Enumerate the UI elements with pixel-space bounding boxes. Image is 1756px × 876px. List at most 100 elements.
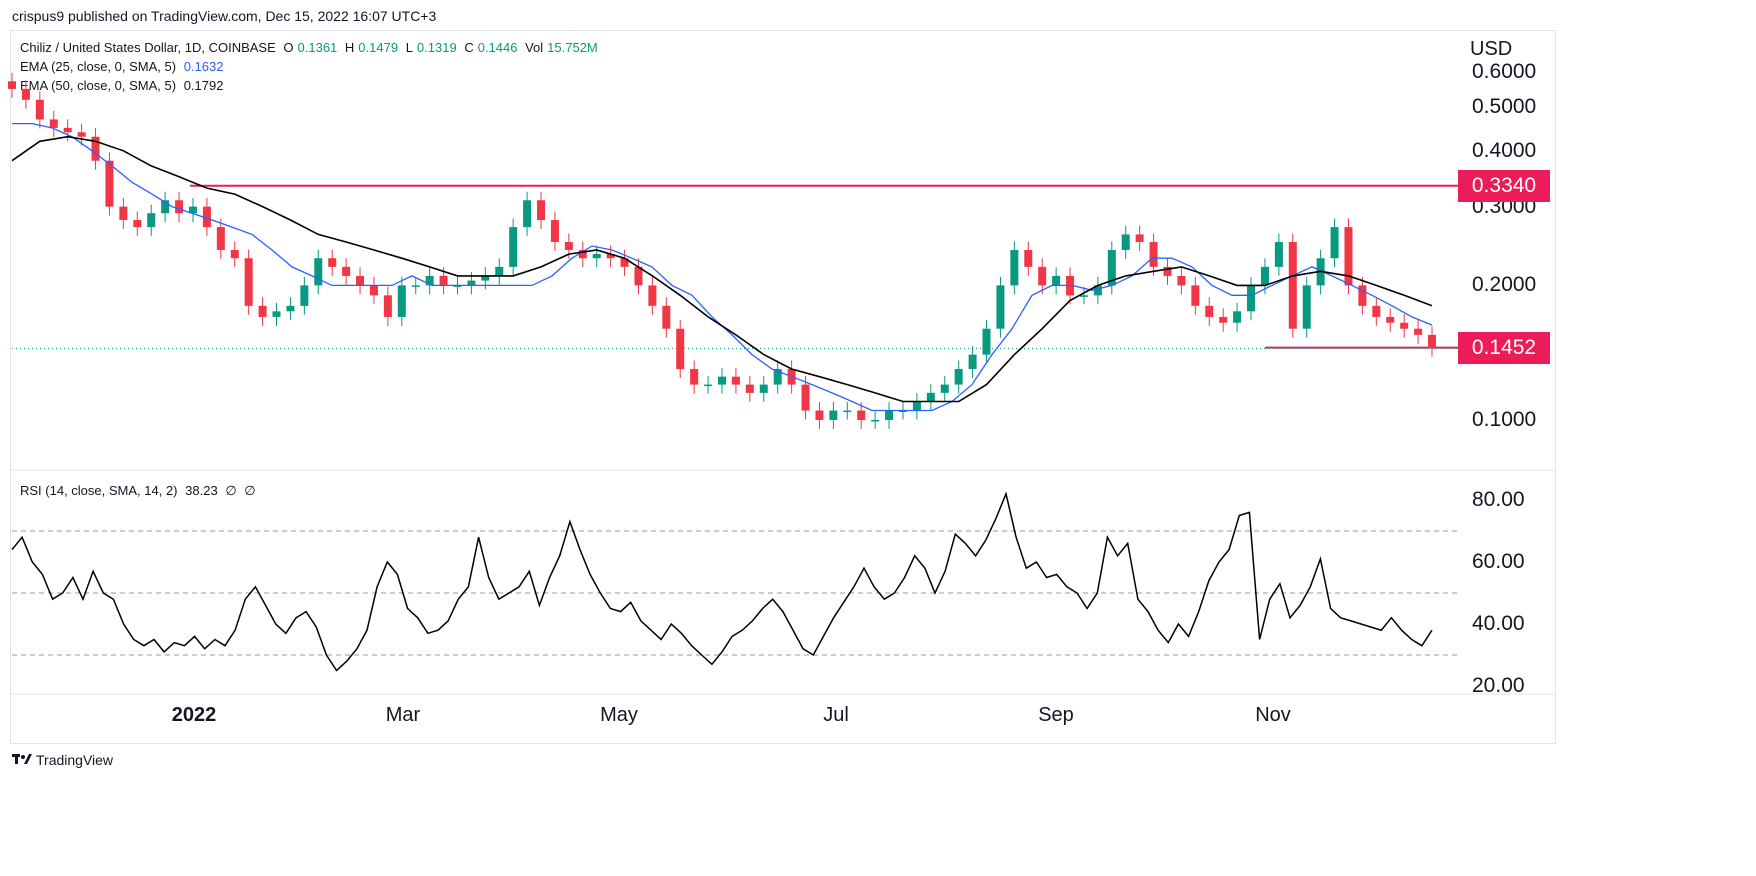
time-tick-label: Sep (1038, 704, 1074, 726)
brand: TradingView (12, 752, 113, 768)
close-label: C (464, 40, 474, 55)
candle-body (857, 410, 866, 420)
candle-body (1191, 285, 1200, 306)
ema25-label: EMA (25, close, 0, SMA, 5) (20, 59, 177, 74)
candle-body (1260, 266, 1269, 286)
candle-body (1233, 311, 1242, 323)
candle-body (801, 384, 810, 411)
currency-label: USD (1470, 38, 1513, 60)
candle-body (314, 258, 323, 286)
candle-body (356, 275, 365, 286)
candle-body (982, 328, 991, 355)
candle-body (467, 280, 476, 286)
candle-body (676, 328, 685, 370)
price-tick-label: 0.1000 (1472, 408, 1537, 431)
rsi-tick-label: 20.00 (1472, 674, 1525, 697)
candle-body (1219, 316, 1228, 323)
candle-body (1149, 242, 1158, 267)
candle-body (550, 220, 559, 243)
candle-body (119, 206, 128, 221)
candle-body (63, 127, 72, 133)
rsi-value: 38.23 (185, 483, 218, 498)
candle-body (77, 132, 86, 137)
rsi-tick-label: 80.00 (1472, 488, 1525, 511)
candle-body (996, 285, 1005, 329)
candle-body (8, 81, 16, 89)
candle-body (495, 266, 504, 276)
candle-body (898, 410, 907, 413)
ema25-value: 0.1632 (183, 59, 224, 74)
candle-body (1330, 227, 1339, 259)
candle-body (1358, 285, 1367, 306)
candle-body (49, 119, 58, 128)
vol-label: Vol (525, 40, 544, 55)
rsi-extra-1: ∅ (225, 483, 237, 498)
candle-body (940, 384, 949, 393)
candle-body (1038, 266, 1047, 286)
candle-body (773, 369, 782, 385)
resistance-price-tag: 0.3340 (1458, 169, 1550, 202)
candle-body (1344, 227, 1353, 286)
low-label: L (405, 40, 413, 55)
candle-body (759, 384, 768, 393)
candle-body (439, 275, 448, 286)
candle-body (91, 136, 100, 161)
candle-body (648, 285, 657, 306)
candle-body (1428, 334, 1436, 348)
candle-body (871, 420, 880, 422)
ema50-legend: EMA (50, close, 0, SMA, 5) 0.1792 (20, 78, 227, 93)
candle-body (815, 410, 824, 420)
candle-body (1372, 305, 1381, 317)
price-tick-label: 0.4000 (1472, 138, 1537, 162)
candle-body (662, 305, 671, 329)
candle-body (272, 311, 281, 317)
time-tick-label: Jul (823, 704, 849, 726)
support-price-tag: 0.1452 (1458, 331, 1550, 364)
time-tick-label: Nov (1255, 704, 1291, 726)
candle-body (1107, 249, 1116, 286)
time-tick-label: Mar (385, 704, 421, 726)
candle-body (718, 376, 726, 385)
candle-body (1247, 285, 1256, 312)
candle-body (1205, 305, 1214, 317)
candle-body (926, 392, 935, 402)
candle-body (885, 410, 894, 420)
candle-body (244, 258, 253, 306)
candle-body (342, 266, 351, 276)
candle-body (286, 305, 295, 312)
tradingview-logo-icon (12, 754, 32, 764)
candle-body (1052, 275, 1061, 286)
candle-body (133, 220, 142, 228)
rsi-line (11, 491, 1433, 672)
candle-body (829, 410, 838, 420)
candle-body (1274, 242, 1283, 267)
candle-body (1302, 285, 1311, 329)
candle-body (592, 254, 601, 259)
ema50-label: EMA (50, close, 0, SMA, 5) (20, 78, 177, 93)
close-value: 0.1446 (477, 40, 518, 55)
candle-body (690, 369, 699, 385)
chart-frame (10, 30, 1556, 744)
candle-body (300, 285, 309, 306)
candle-body (1288, 242, 1297, 329)
candle-body (188, 206, 197, 214)
candle-body (161, 200, 170, 214)
candle-body (147, 213, 156, 228)
rsi-legend: RSI (14, close, SMA, 14, 2) 38.23 ∅ ∅ (20, 483, 260, 499)
candle-body (537, 200, 546, 221)
candle-body (731, 376, 740, 385)
candle-body (175, 200, 184, 214)
candle-body (216, 227, 225, 250)
candle-body (1386, 316, 1395, 323)
candle-body (1121, 234, 1130, 250)
publisher-line: crispus9 published on TradingView.com, D… (12, 8, 437, 24)
candle-body (1010, 249, 1019, 286)
candle-body (745, 384, 754, 393)
candle-body (1093, 285, 1102, 296)
ema25-line (12, 122, 1433, 412)
low-value: 0.1319 (416, 40, 457, 55)
candle-body (1400, 322, 1409, 329)
candle-body (105, 160, 114, 207)
rsi-extra-2: ∅ (244, 483, 256, 498)
